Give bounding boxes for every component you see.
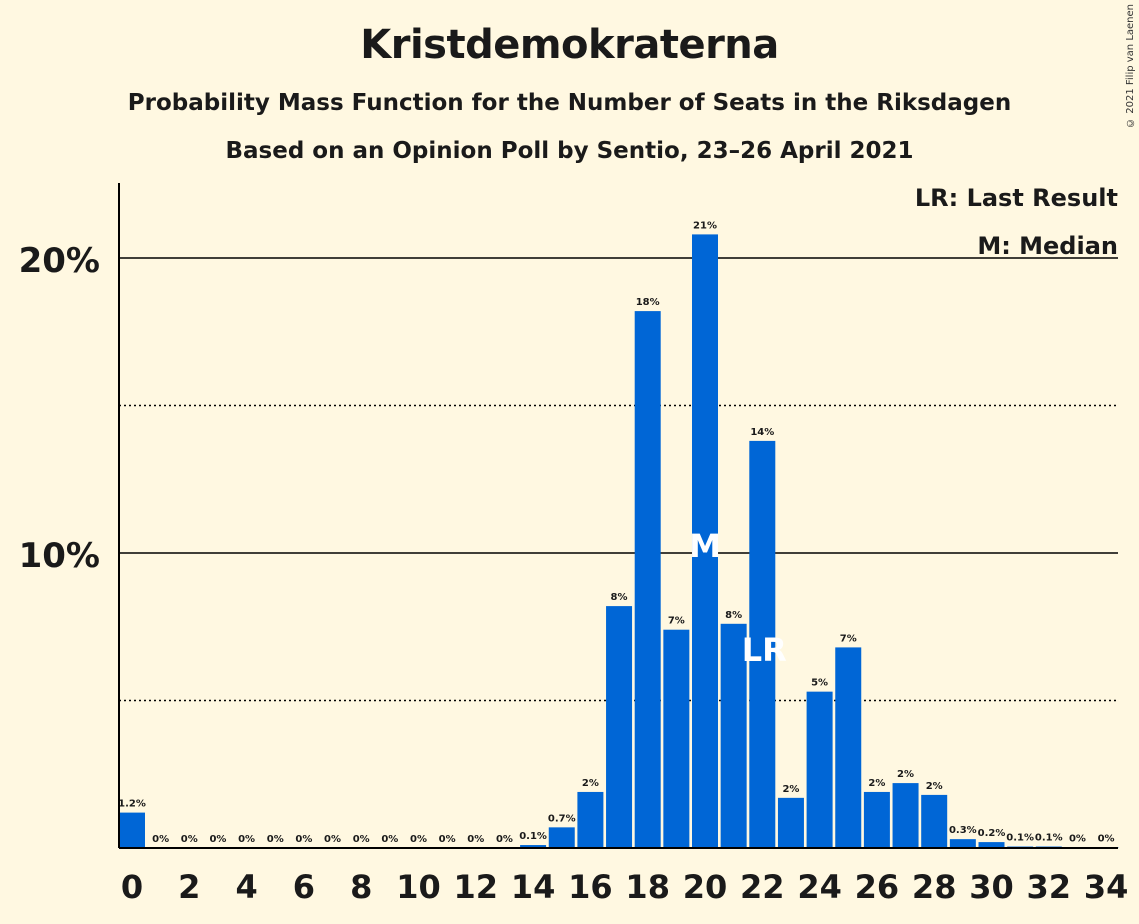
x-tick-label-8: 8 [350, 868, 372, 906]
data-label-seats-24: 5% [811, 678, 828, 689]
data-label-seats-32: 0.1% [1035, 833, 1063, 844]
data-label-seats-25: 7% [840, 633, 857, 644]
data-label-seats-26: 2% [868, 778, 885, 789]
x-tick-label-2: 2 [178, 868, 200, 906]
bar-seats-23 [777, 797, 804, 848]
x-tick-label-32: 32 [1027, 868, 1072, 906]
bar-seats-25 [835, 647, 862, 848]
bar-seats-14 [520, 845, 547, 848]
data-label-seats-27: 2% [897, 769, 914, 780]
data-label-seats-14: 0.1% [519, 831, 547, 842]
data-label-seats-31: 0.1% [1006, 833, 1034, 844]
data-label-seats-30: 0.2% [978, 828, 1006, 839]
last-result-marker: LR [742, 631, 787, 669]
data-label-seats-23: 2% [782, 784, 799, 795]
data-label-seats-28: 2% [926, 781, 943, 792]
data-label-seats-12: 0% [467, 834, 484, 845]
y-tick-label-10: 10% [19, 536, 100, 576]
legend-last-result: LR: Last Result [914, 184, 1118, 212]
bar-seats-0 [119, 812, 145, 848]
x-tick-label-4: 4 [235, 868, 257, 906]
bar-seats-19 [663, 629, 690, 848]
x-tick-label-28: 28 [912, 868, 957, 906]
data-label-seats-29: 0.3% [949, 825, 977, 836]
x-tick-label-26: 26 [855, 868, 900, 906]
data-label-seats-18: 18% [636, 297, 660, 308]
data-label-seats-11: 0% [439, 834, 456, 845]
x-tick-label-24: 24 [797, 868, 842, 906]
y-tick-label-20: 20% [19, 241, 100, 281]
data-label-seats-1: 0% [152, 834, 169, 845]
bar-seats-18 [634, 311, 661, 849]
bar-seats-24 [806, 691, 833, 848]
data-label-seats-20: 21% [693, 220, 717, 231]
bar-seats-28 [921, 794, 948, 848]
data-label-seats-3: 0% [209, 834, 226, 845]
data-label-seats-9: 0% [381, 834, 398, 845]
x-tick-label-12: 12 [454, 868, 499, 906]
data-label-seats-4: 0% [238, 834, 255, 845]
chart-subtitle: Probability Mass Function for the Number… [127, 90, 1012, 116]
data-label-seats-2: 0% [181, 834, 198, 845]
x-tick-label-10: 10 [396, 868, 441, 906]
bar-seats-15 [548, 827, 575, 848]
data-label-seats-10: 0% [410, 834, 427, 845]
data-label-seats-16: 2% [582, 778, 599, 789]
x-tick-label-20: 20 [683, 868, 728, 906]
data-label-seats-6: 0% [295, 834, 312, 845]
x-tick-label-34: 34 [1084, 868, 1129, 906]
bar-seats-17 [606, 606, 633, 848]
data-label-seats-34: 0% [1098, 834, 1115, 845]
bar-seats-26 [863, 791, 890, 848]
chart-source-subtitle: Based on an Opinion Poll by Sentio, 23–2… [225, 138, 914, 164]
bar-seats-16 [577, 791, 604, 848]
legend-median: M: Median [977, 232, 1118, 260]
data-label-seats-22: 14% [750, 427, 774, 438]
bar-seats-21 [720, 623, 747, 848]
data-label-seats-21: 8% [725, 610, 742, 621]
bar-seats-27 [892, 783, 919, 848]
x-tick-label-18: 18 [625, 868, 670, 906]
data-label-seats-5: 0% [267, 834, 284, 845]
bar-seats-20 [692, 234, 718, 848]
data-label-seats-13: 0% [496, 834, 513, 845]
data-label-seats-19: 7% [668, 616, 685, 627]
x-tick-label-6: 6 [293, 868, 315, 906]
data-label-seats-15: 0.7% [548, 813, 576, 824]
x-tick-label-16: 16 [568, 868, 613, 906]
data-label-seats-33: 0% [1069, 833, 1086, 844]
median-marker: M [689, 527, 721, 565]
data-label-seats-17: 8% [611, 592, 628, 603]
bar-seats-30 [978, 842, 1005, 848]
data-label-seats-7: 0% [324, 834, 341, 845]
x-tick-label-22: 22 [740, 868, 785, 906]
bar-seats-22 [749, 440, 776, 848]
x-tick-label-0: 0 [121, 868, 143, 906]
chart-title: Kristdemokraterna [360, 22, 779, 68]
data-label-seats-8: 0% [353, 834, 370, 845]
data-label-seats-0: 1.2% [118, 799, 146, 810]
x-tick-label-14: 14 [511, 868, 556, 906]
x-tick-label-30: 30 [969, 868, 1014, 906]
bar-seats-29 [949, 839, 976, 848]
